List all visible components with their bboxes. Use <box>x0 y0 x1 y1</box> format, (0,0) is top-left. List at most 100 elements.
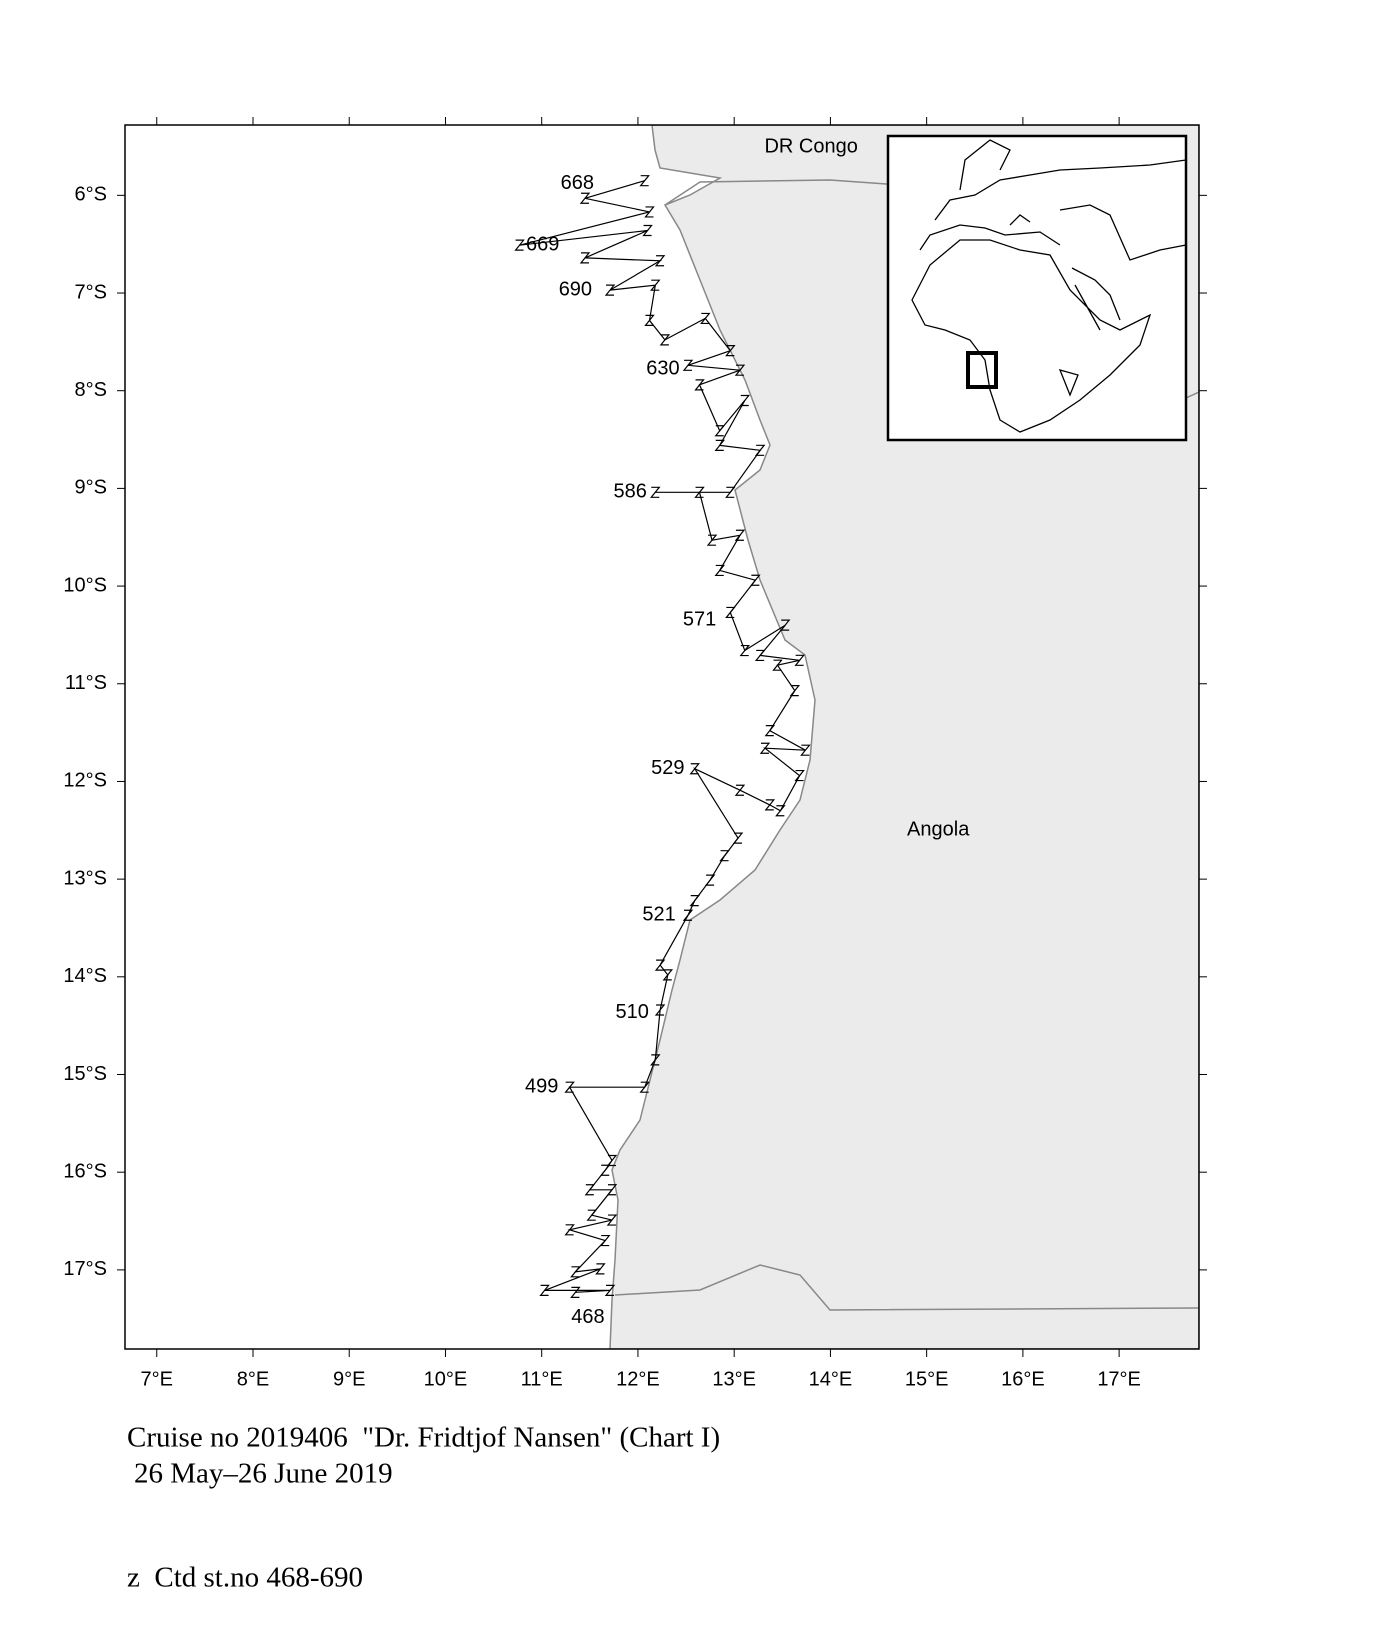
ctd-station <box>650 486 661 498</box>
x-tick-label: 13°E <box>712 1368 756 1390</box>
y-tick-label: 8°S <box>75 379 107 401</box>
inset-map <box>886 134 1188 442</box>
inset-highlight <box>966 351 998 389</box>
y-tick-label: 9°S <box>75 477 107 499</box>
ctd-station <box>579 252 591 264</box>
legend: z Ctd st.no 468-690 <box>127 1562 363 1594</box>
x-tick-label: 15°E <box>905 1368 949 1390</box>
ctd-station <box>754 444 766 456</box>
ctd-station <box>725 345 736 357</box>
ctd-station <box>734 364 746 376</box>
ctd-station <box>794 654 805 666</box>
ctd-station <box>725 486 736 498</box>
ctd-station <box>570 1286 581 1298</box>
ctd-station <box>700 312 711 325</box>
ctd-station <box>682 359 694 371</box>
ctd-station <box>584 1184 596 1196</box>
ctd-station <box>599 1164 611 1176</box>
y-tick-label: 10°S <box>63 574 107 596</box>
ctd-station <box>694 379 705 391</box>
track-layer <box>514 175 811 1298</box>
ctd-station <box>570 1266 581 1278</box>
ctd-station <box>662 969 674 981</box>
station-label: 690 <box>559 278 592 300</box>
x-tick-label: 14°E <box>809 1368 853 1390</box>
ctd-station <box>564 1224 575 1236</box>
ctd-station <box>514 239 525 251</box>
y-tick-label: 7°S <box>75 281 107 303</box>
ctd-station <box>595 1263 606 1275</box>
ctd-station <box>606 1214 618 1226</box>
ctd-station <box>579 192 591 204</box>
ctd-station <box>800 744 811 756</box>
ctd-station <box>639 1081 650 1093</box>
ctd-station <box>694 486 705 498</box>
ctd-station <box>650 279 661 291</box>
ctd-station <box>714 564 725 577</box>
station-label: 468 <box>571 1306 604 1328</box>
ctd-station <box>604 1284 616 1296</box>
ctd-station <box>604 284 616 296</box>
ctd-station <box>719 850 730 862</box>
y-tick-label: 11°S <box>65 672 107 694</box>
x-tick-label: 16°E <box>1001 1368 1045 1390</box>
ctd-station <box>682 909 694 921</box>
ctd-station <box>759 742 771 754</box>
ctd-station <box>586 1209 597 1221</box>
place-label: DR Congo <box>764 136 857 158</box>
ctd-station <box>764 725 776 737</box>
x-tick-label: 10°E <box>424 1368 468 1390</box>
ctd-station <box>734 529 746 541</box>
x-tick-label: 8°E <box>237 1368 269 1390</box>
ctd-station <box>779 619 791 631</box>
x-tick-label: 12°E <box>616 1368 660 1390</box>
ctd-station <box>644 314 655 326</box>
ctd-station <box>772 659 783 671</box>
station-label: 630 <box>646 357 679 379</box>
ctd-station <box>606 1154 618 1167</box>
ctd-station <box>754 649 766 662</box>
ctd-station <box>732 832 744 844</box>
station-label: 529 <box>651 757 684 779</box>
ctd-station <box>725 606 736 619</box>
ctd-station <box>704 874 716 886</box>
ctd-station <box>654 1004 666 1016</box>
ctd-station <box>739 394 751 407</box>
station-label: 499 <box>525 1075 558 1097</box>
ctd-station <box>764 799 776 811</box>
x-tick-label: 9°E <box>333 1368 365 1390</box>
ctd-station <box>654 959 666 971</box>
station-label: 586 <box>614 481 647 503</box>
y-tick-label: 6°S <box>75 184 107 206</box>
ctd-station <box>789 684 801 697</box>
ctd-station <box>606 1184 618 1196</box>
x-tick-label: 11°E <box>521 1368 563 1390</box>
ctd-station <box>599 1234 611 1247</box>
ctd-station <box>739 644 751 657</box>
station-label: 668 <box>561 172 594 194</box>
caption-title: Cruise no 2019406 "Dr. Fridtjof Nansen" … <box>127 1422 720 1454</box>
ctd-station <box>706 534 718 546</box>
ctd-station <box>644 206 655 218</box>
ctd-station <box>750 574 761 586</box>
ctd-station <box>714 425 725 437</box>
ctd-station <box>654 255 666 267</box>
border <box>1185 391 1199 399</box>
station-label: 510 <box>615 1001 648 1023</box>
ctd-station <box>642 224 653 237</box>
ctd-station <box>794 769 805 782</box>
y-tick-label: 12°S <box>63 770 107 792</box>
ctd-station <box>689 895 700 907</box>
place-label: Angola <box>907 819 970 841</box>
border <box>614 1264 1199 1311</box>
y-tick-label: 14°S <box>63 965 107 987</box>
station-label: 669 <box>526 233 559 255</box>
y-tick-label: 16°S <box>63 1160 107 1182</box>
ctd-station <box>775 805 786 817</box>
inset-coast <box>911 139 1187 433</box>
frame <box>124 124 1200 1350</box>
ctd-station <box>659 334 671 346</box>
station-label: 521 <box>642 904 675 926</box>
x-tick-label: 17°E <box>1097 1368 1141 1390</box>
